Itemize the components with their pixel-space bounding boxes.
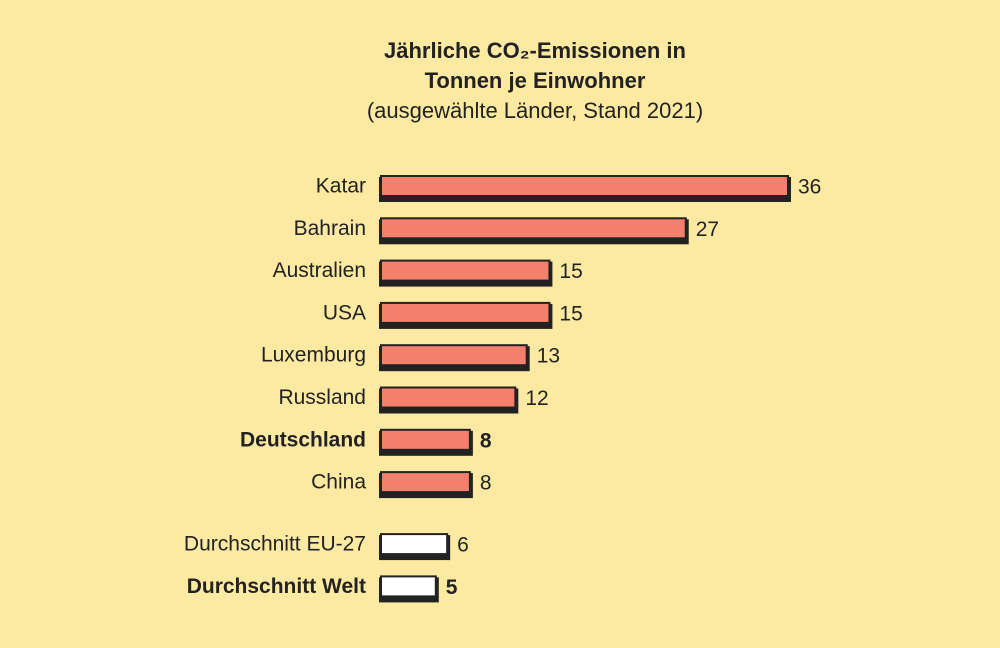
category-label: Durchschnitt Welt	[187, 575, 366, 598]
bar	[380, 217, 687, 240]
category-label: Luxemburg	[261, 344, 366, 367]
bar	[380, 344, 528, 367]
bar	[380, 428, 471, 451]
bar	[380, 259, 551, 282]
bar	[380, 471, 471, 494]
category-label: Deutschland	[240, 428, 366, 451]
chart-subtitle: (ausgewählte Länder, Stand 2021)	[366, 98, 704, 123]
category-label: USA	[323, 301, 366, 324]
value-label: 8	[480, 429, 492, 452]
category-label: Durchschnitt EU-27	[184, 533, 366, 556]
category-label: China	[311, 471, 366, 494]
value-label: 8	[480, 472, 492, 495]
value-label: 6	[457, 534, 469, 557]
category-label: Australien	[273, 259, 366, 282]
value-label: 36	[798, 176, 821, 199]
value-label: 15	[559, 302, 582, 325]
value-label: 5	[446, 576, 458, 599]
category-label: Bahrain	[294, 217, 366, 240]
value-label: 15	[559, 260, 582, 283]
header: Jährliche CO₂-Emissionen in Tonnen je Ei…	[367, 36, 703, 123]
value-label: 13	[537, 345, 560, 368]
value-label: 12	[525, 387, 548, 410]
category-label: Katar	[316, 175, 366, 198]
bar	[380, 175, 789, 197]
bar	[380, 301, 551, 324]
chart-title: Jährliche CO₂-Emissionen in Tonnen je Ei…	[384, 38, 686, 93]
bar	[380, 386, 517, 409]
value-label: 27	[696, 218, 719, 241]
bar	[380, 533, 449, 556]
category-label: Russland	[278, 386, 366, 409]
bar	[380, 575, 437, 598]
